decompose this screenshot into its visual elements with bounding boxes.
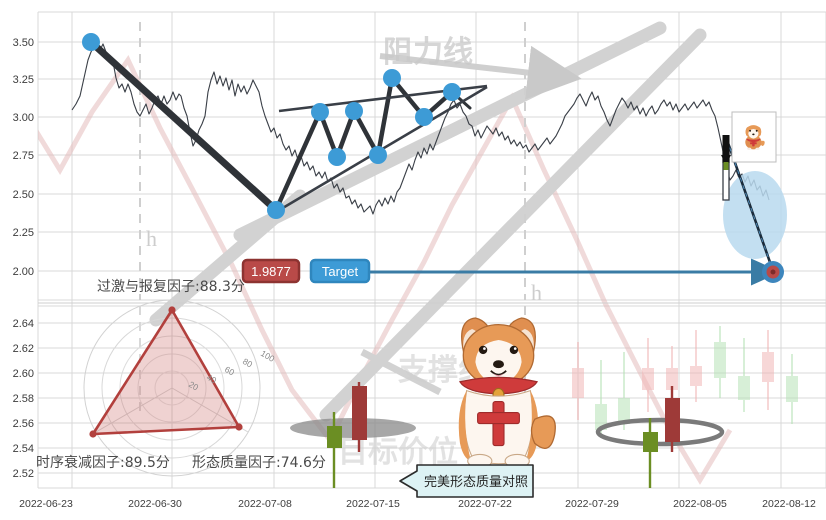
resistance-watermark: 阻力线	[383, 35, 473, 70]
x-tick-label: 2022-06-30	[128, 498, 182, 510]
candle-cluster-left	[327, 382, 367, 488]
pivot-point[interactable]	[383, 69, 401, 87]
y-tick-label: 2.75	[13, 150, 34, 162]
y-tick-label: 3.00	[13, 112, 34, 124]
price-badge[interactable]: 1.9877	[241, 258, 301, 284]
pivot-point[interactable]	[82, 33, 100, 51]
candle-cluster-right	[643, 386, 680, 488]
shiba-inu-sticker	[731, 111, 777, 163]
pivot-point[interactable]	[328, 148, 346, 166]
y-tick-label: 2.58	[13, 393, 34, 405]
radar-polygon	[91, 308, 241, 436]
h-label-right: h	[531, 280, 542, 305]
pivot-point[interactable]	[369, 146, 387, 164]
target-zone	[723, 139, 787, 283]
y-tick-label: 2.00	[13, 266, 34, 278]
price-line-series	[71, 43, 770, 215]
y-tick-label: 3.25	[13, 74, 34, 86]
callout-left-arrow	[399, 464, 534, 498]
x-tick-label: 2022-08-05	[673, 498, 727, 510]
pivot-point[interactable]	[415, 108, 433, 126]
x-tick-label: 2022-06-23	[19, 498, 73, 510]
radar-axis-label-right: 形态质量因子:74.6分	[192, 455, 326, 471]
callout-box: 完美形态质量对照	[399, 464, 534, 498]
h-label-left: h	[146, 226, 157, 251]
target-halo	[723, 171, 787, 259]
target-badge[interactable]: Target	[309, 258, 371, 284]
target-badge-label: Target	[322, 264, 359, 279]
upper-y-axis: 3.50 3.25 3.00 2.75 2.50 2.25 2.00	[13, 37, 34, 278]
pivot-points	[82, 33, 461, 219]
pivot-point[interactable]	[345, 102, 363, 120]
x-tick-label: 2022-07-29	[565, 498, 619, 510]
radar-tick: 60	[223, 364, 236, 378]
price-badge-label: 1.9877	[251, 264, 291, 279]
candle-body	[643, 432, 658, 452]
x-tick-label: 2022-07-08	[238, 498, 292, 510]
candle-body	[665, 398, 680, 442]
radar-tick: 80	[241, 356, 254, 370]
x-tick-label: 2022-07-15	[346, 498, 400, 510]
candle-body	[352, 386, 367, 440]
radar-chart: 20 40 60 80 100	[83, 299, 277, 477]
x-tick-label: 2022-07-22	[458, 498, 512, 510]
pivot-point[interactable]	[443, 83, 461, 101]
pattern-highlight-ellipse-right	[595, 417, 725, 447]
y-tick-label: 2.52	[13, 468, 34, 480]
radar-axis-label-top: 过激与报复因子:88.3分	[97, 278, 245, 295]
y-tick-label: 2.62	[13, 343, 34, 355]
pivot-point[interactable]	[267, 201, 285, 219]
radar-axis-label-left: 时序衰减因子:89.5分	[36, 454, 170, 471]
breakdown-marker	[721, 135, 731, 201]
pivot-point[interactable]	[311, 103, 329, 121]
radar-tick: 20	[187, 379, 200, 393]
y-tick-label: 2.64	[13, 318, 34, 330]
y-tick-label: 2.60	[13, 368, 34, 380]
callout-label: 完美形态质量对照	[424, 475, 528, 490]
shiba-inu-mascot	[458, 317, 556, 469]
y-tick-label: 2.56	[13, 418, 34, 430]
ghost-candles	[572, 326, 798, 438]
candle-body	[327, 426, 342, 448]
y-tick-label: 2.25	[13, 227, 34, 239]
y-tick-label: 2.54	[13, 443, 34, 455]
x-axis: 2022-06-23 2022-06-30 2022-07-08 2022-07…	[19, 498, 816, 510]
x-tick-label: 2022-08-12	[762, 498, 816, 510]
y-tick-label: 3.50	[13, 37, 34, 49]
lower-y-axis: 2.64 2.62 2.60 2.58 2.56 2.54 2.52	[13, 318, 34, 480]
radar-tick: 40	[205, 372, 218, 386]
y-tick-label: 2.50	[13, 189, 34, 201]
